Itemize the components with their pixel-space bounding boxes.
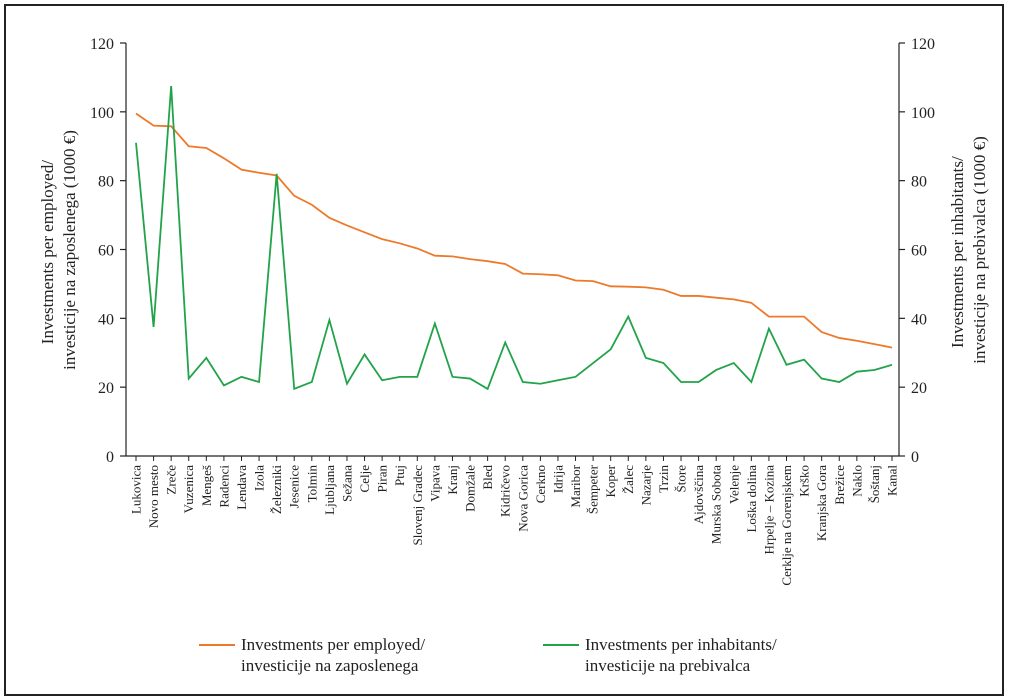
y-axis-left-title: Investments per employed/ investicije na… bbox=[38, 130, 79, 370]
x-tick-label: Loška dolina bbox=[744, 465, 759, 533]
y-left-tick-label: 0 bbox=[106, 449, 114, 466]
y-left-tick-label: 40 bbox=[98, 311, 114, 328]
x-tick-label: Idrija bbox=[550, 465, 565, 493]
x-tick-label: Štore bbox=[674, 465, 689, 493]
x-tick-label: Železniki bbox=[269, 465, 284, 514]
y-axis-right-title-line2: investicije na prebivalca (1000 €) bbox=[970, 136, 989, 364]
x-tick-label: Kranj bbox=[445, 465, 460, 495]
x-axis-ticks: Lukovica Novo mesto Zreče Vuzenica Mengeš Rad… bbox=[129, 456, 900, 586]
x-tick-label: Velenje bbox=[726, 465, 741, 504]
x-tick-label: Piran bbox=[375, 465, 390, 493]
axes bbox=[125, 43, 900, 457]
y-right-tick-label: 100 bbox=[911, 105, 935, 122]
x-tick-label: Sežana bbox=[339, 465, 354, 502]
x-tick-label: Ptuj bbox=[392, 465, 407, 486]
x-tick-label: Mengeš bbox=[199, 465, 214, 506]
legend-label-inhabitants-line1: Investments per inhabitants/ bbox=[585, 635, 777, 654]
x-tick-label: Brežice bbox=[832, 465, 847, 505]
x-tick-label: Cerkno bbox=[533, 465, 548, 503]
y-axis-left-ticks: 0 20 40 60 80 100 120 bbox=[90, 36, 126, 466]
x-tick-label: Kanal bbox=[885, 465, 900, 496]
x-tick-label: Murska Sobota bbox=[709, 465, 724, 544]
x-tick-label: Radenci bbox=[216, 465, 231, 508]
y-right-tick-label: 120 bbox=[911, 36, 935, 53]
x-tick-label: Izola bbox=[252, 465, 267, 491]
x-tick-label: Šoštanj bbox=[867, 465, 882, 503]
y-left-tick-label: 20 bbox=[98, 380, 114, 397]
x-tick-label: Vuzenica bbox=[181, 465, 196, 514]
legend-swatch-employed bbox=[199, 644, 235, 646]
legend-label-employed: Investments per employed/ investicije na… bbox=[241, 634, 425, 676]
legend-label-inhabitants-line2: investicije na prebivalca bbox=[585, 656, 751, 675]
x-tick-label: Šempeter bbox=[586, 464, 601, 514]
x-tick-label: Krško bbox=[797, 465, 812, 497]
series-lines bbox=[135, 85, 893, 391]
x-tick-label: Domžale bbox=[463, 465, 478, 512]
x-tick-label: Ajdovščina bbox=[691, 465, 706, 524]
x-tick-label: Naklo bbox=[849, 465, 864, 497]
x-tick-label: Kidričevo bbox=[498, 465, 513, 517]
x-tick-label: Kranjska Gora bbox=[814, 465, 829, 541]
x-tick-label: Bled bbox=[480, 465, 495, 490]
x-tick-label: Lendava bbox=[234, 465, 249, 510]
x-tick-label: Novo mesto bbox=[146, 465, 161, 528]
legend-label-employed-line2: investicije na zaposlenega bbox=[241, 656, 419, 675]
y-axis-left-title-line2: investicije na zaposlenega (1000 €) bbox=[60, 130, 79, 370]
x-tick-label: Trzin bbox=[656, 465, 671, 493]
y-right-tick-label: 60 bbox=[911, 243, 927, 260]
x-tick-label: Žalec bbox=[621, 465, 636, 494]
x-tick-label: Slovenj Gradec bbox=[410, 465, 425, 546]
y-right-tick-label: 0 bbox=[911, 449, 919, 466]
y-left-tick-label: 100 bbox=[90, 105, 114, 122]
x-tick-label: Zreče bbox=[164, 465, 179, 495]
x-tick-label: Celje bbox=[357, 465, 372, 493]
y-left-tick-label: 60 bbox=[98, 243, 114, 260]
x-tick-label: Nazarje bbox=[638, 465, 653, 506]
x-tick-label: Cerklje na Gorenjskem bbox=[779, 465, 794, 586]
series-line-inhabitants bbox=[135, 85, 893, 391]
series-line-employed bbox=[135, 112, 893, 349]
y-right-tick-label: 40 bbox=[911, 311, 927, 328]
legend-label-inhabitants: Investments per inhabitants/ investicije… bbox=[585, 634, 777, 676]
y-left-tick-label: 120 bbox=[90, 36, 114, 53]
y-axis-right-title: Investments per inhabitants/ investicije… bbox=[948, 136, 989, 364]
y-left-tick-label: 80 bbox=[98, 174, 114, 191]
x-tick-label: Vipava bbox=[427, 465, 442, 502]
legend-label-employed-line1: Investments per employed/ bbox=[241, 635, 426, 654]
y-axis-right-ticks: 0 20 40 60 80 100 120 bbox=[899, 36, 935, 466]
x-tick-label: Ljubljana bbox=[322, 465, 337, 515]
legend-swatch-inhabitants bbox=[543, 644, 579, 646]
chart-frame bbox=[4, 4, 1004, 696]
x-tick-label: Hrpelje – Kozina bbox=[761, 465, 776, 555]
x-tick-label: Tolmin bbox=[304, 465, 319, 503]
y-axis-right-title-line1: Investments per inhabitants/ bbox=[948, 156, 967, 348]
y-axis-left-title-line1: Investments per employed/ bbox=[38, 160, 57, 344]
x-tick-label: Maribor bbox=[568, 464, 583, 507]
x-tick-label: Jesenice bbox=[287, 465, 302, 509]
y-right-tick-label: 80 bbox=[911, 174, 927, 191]
x-tick-label: Lukovica bbox=[129, 465, 144, 514]
x-tick-label: Koper bbox=[603, 464, 618, 497]
y-right-tick-label: 20 bbox=[911, 380, 927, 397]
x-tick-label: Nova Gorica bbox=[515, 465, 530, 532]
